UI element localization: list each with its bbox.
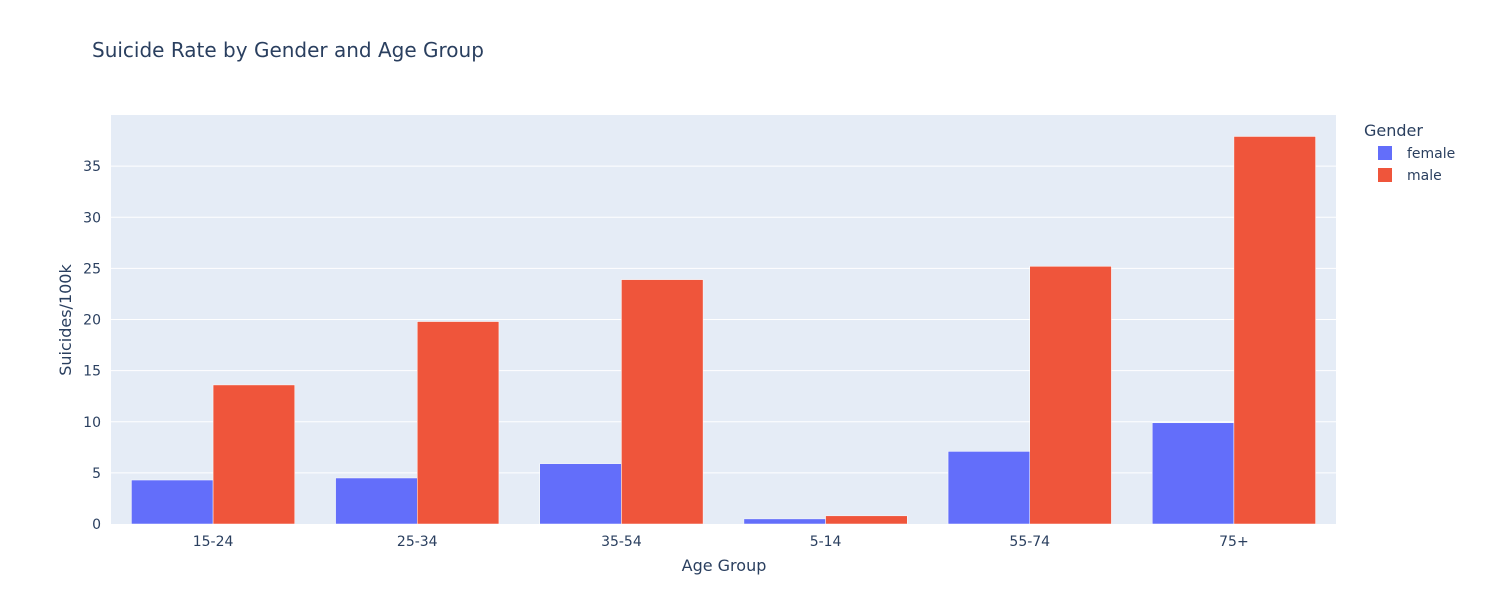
bar-male-55-74[interactable] [1029,266,1112,525]
y-tick-label: 0 [92,517,101,533]
y-tick-label: 25 [83,261,101,277]
legend-swatch-female[interactable] [1378,146,1392,160]
legend-title: Gender [1364,121,1423,140]
bar-female-55-74[interactable] [947,451,1030,525]
bar-female-5-14[interactable] [743,518,826,525]
bar-female-15-24[interactable] [131,479,214,525]
legend-items: female male [1378,146,1455,184]
bar-female-75+[interactable] [1152,422,1235,525]
y-tick-label: 15 [83,364,101,380]
legend: Gender female male [1364,121,1455,184]
x-tick-label: 25-34 [397,534,438,550]
x-tick-label: 15-24 [193,534,234,550]
legend-swatch-male[interactable] [1378,168,1392,182]
y-tick-label: 35 [83,159,101,175]
y-tick-label: 30 [83,210,101,226]
grid-layer [111,165,1336,474]
x-tick-label: 75+ [1219,534,1249,550]
legend-label-male[interactable]: male [1407,168,1442,184]
bar-male-5-14[interactable] [825,515,908,525]
x-axis-label: Age Group [682,556,767,575]
x-tick-label: 5-14 [810,534,842,550]
legend-label-female[interactable]: female [1407,146,1455,162]
y-tick-label: 10 [83,415,101,431]
chart-title: Suicide Rate by Gender and Age Group [92,38,484,62]
y-axis-label: Suicides/100k [56,264,75,376]
bar-male-75+[interactable] [1233,136,1316,525]
x-axis-ticks: 15-24 25-34 35-54 5-14 55-74 75+ [193,534,1249,550]
bar-male-35-54[interactable] [621,279,704,525]
y-tick-label: 20 [83,313,101,329]
y-axis-ticks: 0 5 10 15 20 25 30 35 [83,159,101,533]
bar-male-25-34[interactable] [417,321,500,525]
bar-male-15-24[interactable] [212,384,295,525]
x-tick-label: 35-54 [601,534,642,550]
bar-female-25-34[interactable] [335,477,418,525]
bar-female-35-54[interactable] [539,463,622,525]
bars-layer [131,136,1316,525]
y-tick-label: 5 [92,466,101,482]
x-tick-label: 55-74 [1009,534,1050,550]
